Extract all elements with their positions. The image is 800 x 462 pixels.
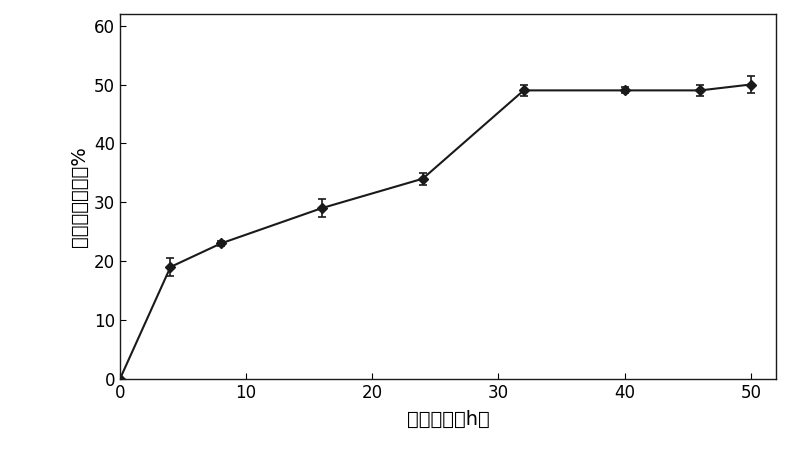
X-axis label: 反应时间（h）: 反应时间（h） [406,410,490,429]
Y-axis label: 生物柴油转化率%: 生物柴油转化率% [70,146,89,247]
